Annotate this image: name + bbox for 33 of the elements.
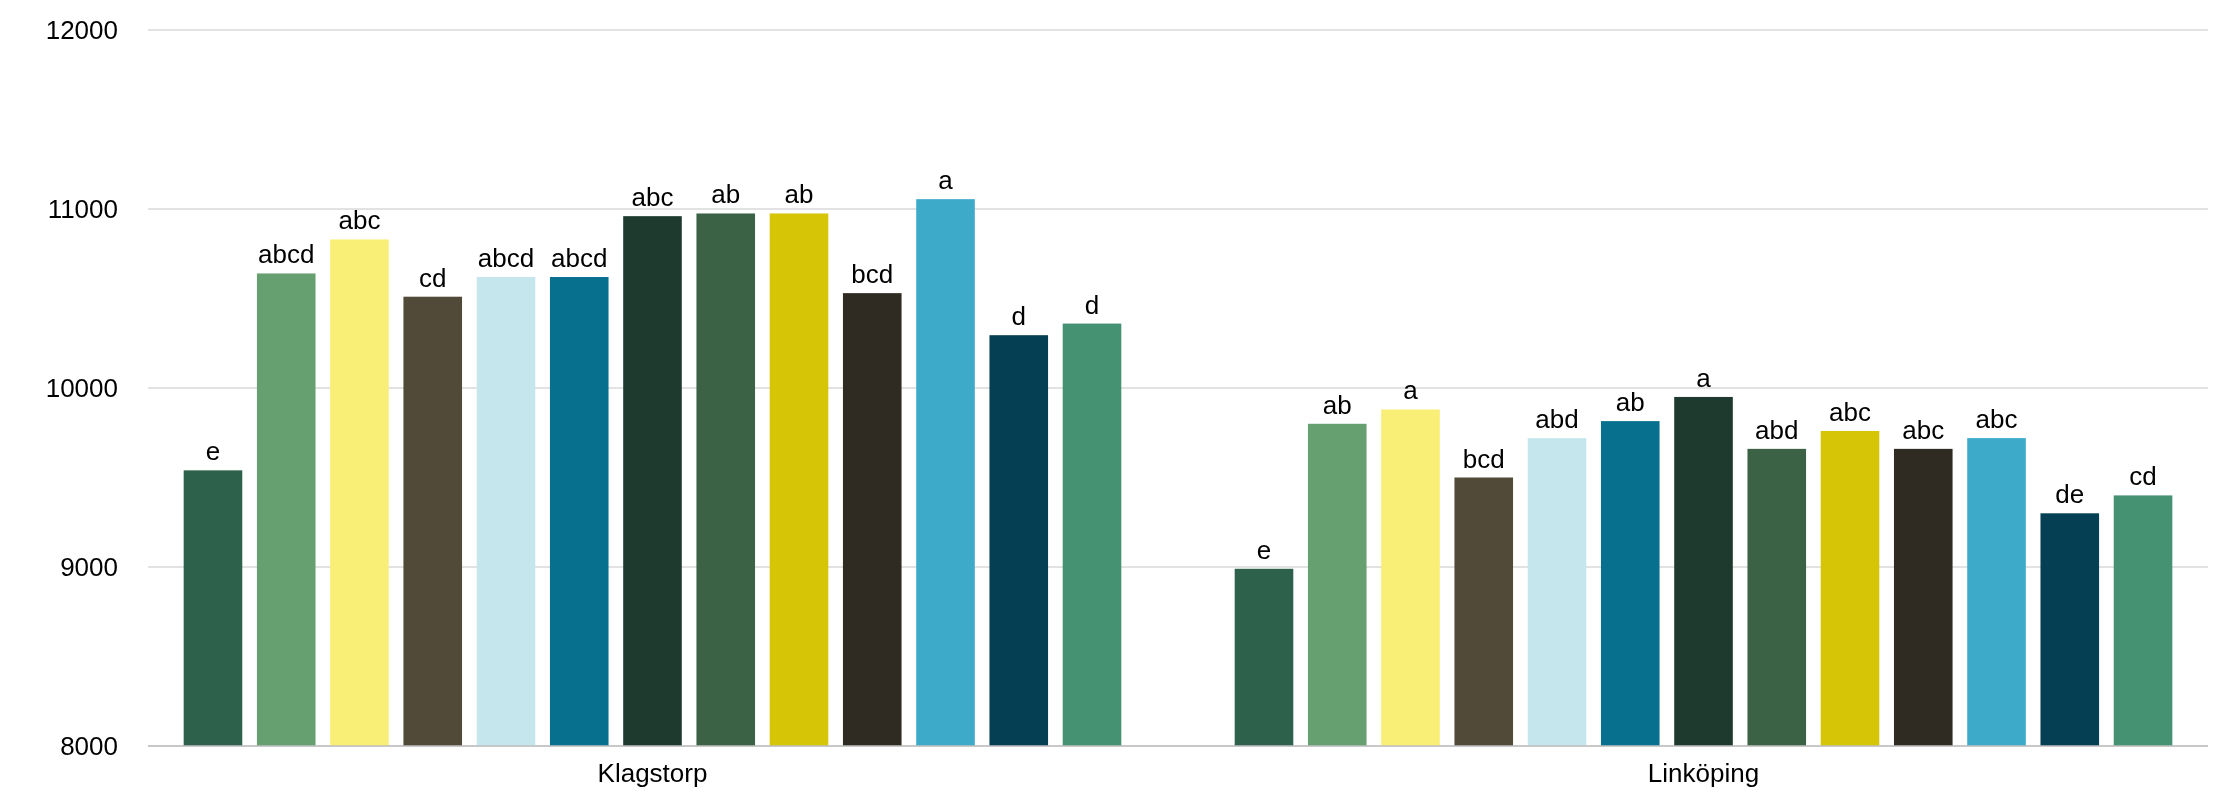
data-label: abcd <box>551 243 608 274</box>
x-tick-label: Linköping <box>1647 758 1760 788</box>
y-tick-label: 12000 <box>45 15 118 46</box>
data-label: ab <box>1322 389 1352 420</box>
data-label: abd <box>1535 404 1579 435</box>
data-label: e <box>1256 534 1272 565</box>
data-label: de <box>2055 479 2085 510</box>
data-label: ab <box>1615 387 1645 418</box>
data-label: d <box>1011 301 1026 332</box>
data-label: d <box>1084 289 1100 320</box>
y-tick-label: 11000 <box>47 194 118 225</box>
data-label: abc <box>338 205 381 236</box>
y-tick-label: 9000 <box>60 552 118 583</box>
data-label: abc <box>1975 404 2018 435</box>
data-label: a <box>1403 375 1419 406</box>
y-tick-label: 8000 <box>60 731 118 762</box>
y-tick-label: 10000 <box>45 373 118 404</box>
data-label: cd <box>2129 461 2157 492</box>
x-tick-label: Klagstorp <box>597 758 708 788</box>
data-label: abd <box>1755 414 1799 445</box>
data-label: bcd <box>851 259 894 290</box>
data-label: abc <box>1902 414 1945 445</box>
data-label: abc <box>631 182 674 213</box>
data-label: a <box>1696 362 1712 393</box>
data-label: e <box>205 436 221 467</box>
data-label: cd <box>419 262 447 293</box>
data-label: bcd <box>1462 443 1505 474</box>
data-label: abcd <box>477 243 535 274</box>
data-label: ab <box>784 179 814 210</box>
data-label: abc <box>1829 396 1871 427</box>
data-label: abcd <box>258 239 315 270</box>
data-label: ab <box>711 179 741 210</box>
data-label: a <box>938 165 954 196</box>
